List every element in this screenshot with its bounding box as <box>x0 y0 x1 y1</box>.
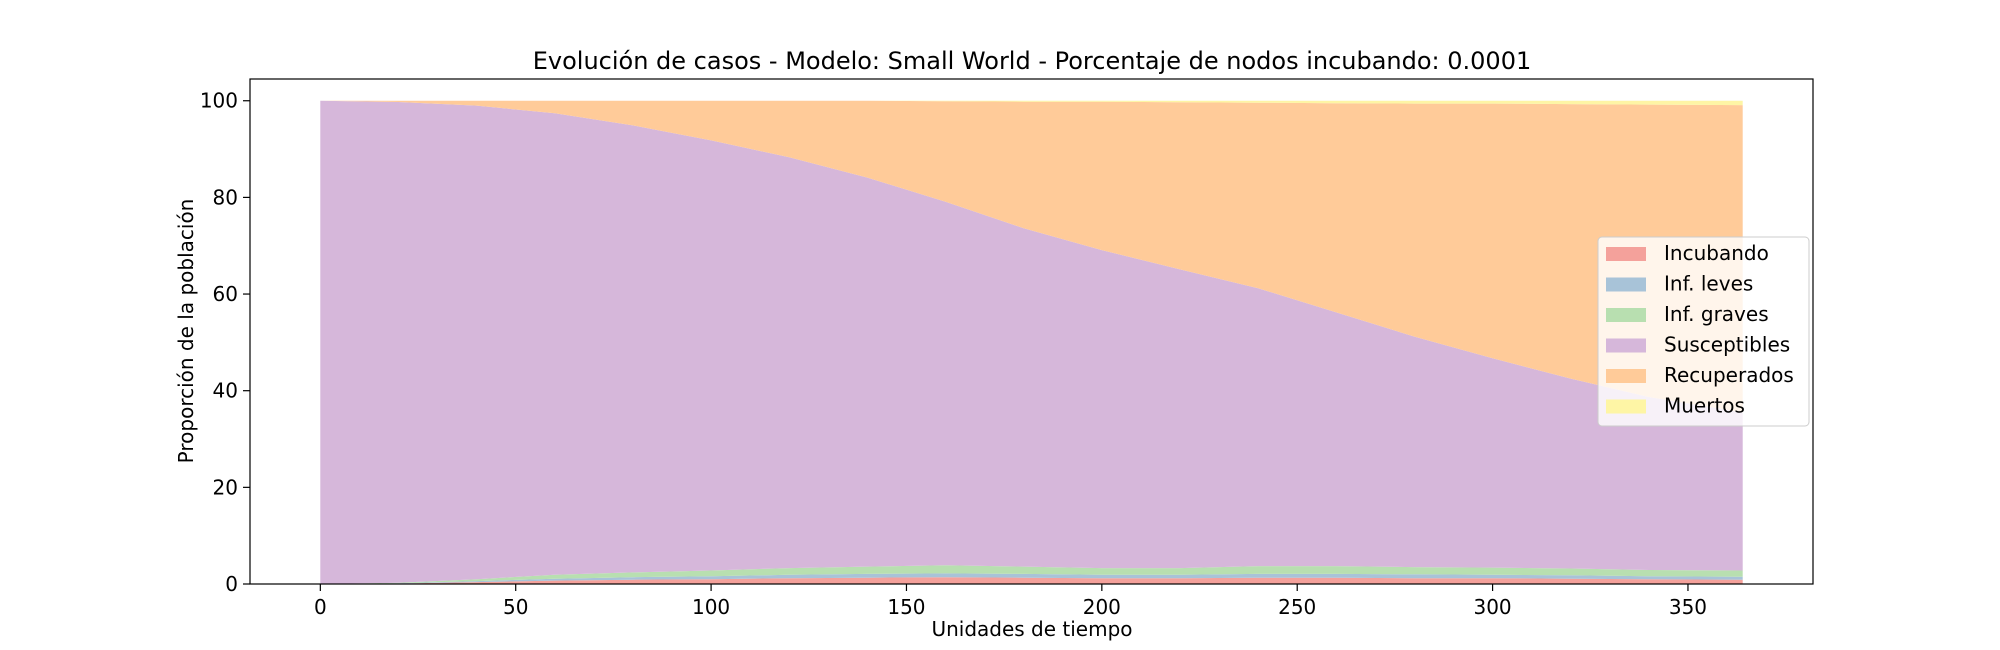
x-axis-label: Unidades de tiempo <box>931 617 1132 641</box>
legend-swatch-muertos <box>1606 399 1646 414</box>
legend-box <box>1597 236 1810 427</box>
y-tick-label: 40 <box>213 379 238 403</box>
y-tick-label: 60 <box>213 282 238 306</box>
x-tick-label: 250 <box>1278 595 1316 619</box>
area-incubando <box>320 577 1743 584</box>
area-inf-graves <box>320 565 1743 584</box>
x-axis: 0 50 100 150 200 250 300 350 <box>314 584 1707 619</box>
legend-swatch-incubando <box>1606 247 1646 261</box>
y-tick-label: 100 <box>200 89 238 113</box>
area-inf-leves <box>320 573 1743 584</box>
chart-title: Evolución de casos - Modelo: Small World… <box>533 47 1532 75</box>
legend-label-incubando: Incubando <box>1664 241 1769 265</box>
y-tick-label: 80 <box>213 185 238 209</box>
legend: Incubando Inf. leves Inf. graves Susceptibl… <box>1597 236 1810 427</box>
legend-swatch-inf-leves <box>1606 277 1646 292</box>
legend-label-muertos: Muertos <box>1664 394 1745 418</box>
legend-swatch-recuperados <box>1606 369 1646 383</box>
y-tick-label: 0 <box>225 572 238 596</box>
area-muertos <box>320 100 1743 106</box>
legend-swatch-susceptibles <box>1606 338 1646 353</box>
y-axis: 0 20 40 60 80 100 <box>200 89 250 596</box>
legend-label-inf-leves: Inf. leves <box>1664 272 1753 296</box>
stacked-areas <box>320 100 1743 584</box>
x-tick-label: 200 <box>1083 595 1121 619</box>
x-tick-label: 300 <box>1473 595 1511 619</box>
y-axis-label: Proporción de la población <box>174 199 198 464</box>
legend-label-susceptibles: Susceptibles <box>1664 333 1790 357</box>
area-susceptibles <box>320 100 1743 584</box>
area-recuperados <box>320 100 1743 413</box>
x-tick-label: 350 <box>1669 595 1707 619</box>
y-tick-label: 20 <box>213 475 238 499</box>
legend-label-inf-graves: Inf. graves <box>1664 302 1769 326</box>
legend-swatch-inf-graves <box>1606 308 1646 322</box>
plot-frame <box>249 78 1814 585</box>
x-tick-label: 100 <box>692 595 730 619</box>
x-tick-label: 50 <box>503 595 528 619</box>
legend-label-recuperados: Recuperados <box>1664 363 1794 387</box>
x-tick-label: 150 <box>887 595 925 619</box>
x-tick-label: 0 <box>314 595 327 619</box>
